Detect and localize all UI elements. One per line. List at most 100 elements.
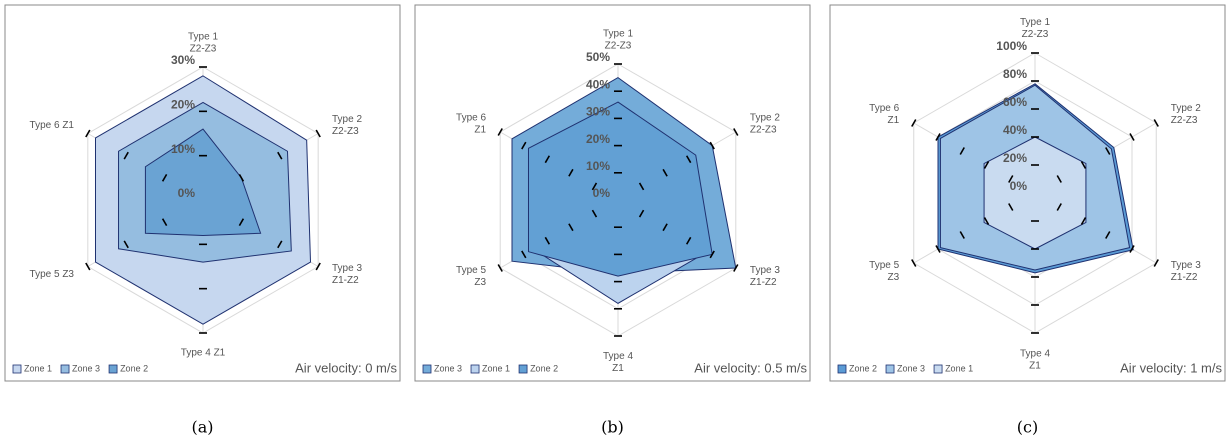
tick-label: 10%	[171, 142, 195, 156]
category-label: Z1-Z2	[332, 275, 359, 286]
category-label: Type 3	[332, 263, 362, 274]
tick-mark	[733, 128, 739, 136]
tick-mark	[911, 119, 917, 127]
category-label: Z2-Z3	[190, 44, 217, 55]
tick-mark	[161, 173, 168, 182]
series-area	[527, 101, 713, 277]
tick-mark	[1105, 147, 1111, 155]
tick-label: 50%	[586, 50, 610, 64]
legend-label: Zone 3	[72, 363, 100, 373]
category-label: Z2-Z3	[1171, 115, 1198, 126]
category-label: Type 2	[1171, 103, 1201, 114]
tick-label: 30%	[171, 53, 195, 67]
tick-mark	[1153, 259, 1159, 267]
category-label: Z3	[474, 277, 486, 288]
category-label: Type 6	[869, 103, 899, 114]
tick-label: 60%	[1003, 95, 1027, 109]
category-label: Type 4 Z1	[181, 348, 226, 359]
tick-label: 100%	[996, 39, 1027, 53]
legend-swatch	[60, 364, 70, 374]
legend-swatch	[470, 364, 480, 374]
category-label: Type 6	[456, 112, 486, 123]
tick-mark	[277, 151, 283, 160]
tick-mark	[591, 209, 598, 218]
tick-mark	[1056, 203, 1062, 211]
tick-label: 40%	[1003, 123, 1027, 137]
annotation: Air velocity: 1 m/s	[1120, 360, 1222, 375]
tick-mark	[1153, 119, 1159, 127]
tick-label: 0%	[593, 186, 611, 200]
category-label: Type 1	[603, 28, 633, 39]
tick-mark	[709, 250, 715, 259]
tick-mark	[1129, 245, 1135, 253]
tick-label: 0%	[178, 186, 196, 200]
caption: (b)	[601, 418, 624, 437]
category-label: Type 4	[1020, 348, 1050, 359]
tick-mark	[1080, 217, 1087, 225]
tick-mark	[568, 168, 574, 177]
tick-label: 30%	[586, 105, 610, 119]
tick-mark	[544, 155, 551, 164]
tick-mark	[123, 240, 129, 249]
legend-swatch	[422, 364, 432, 374]
tick-mark	[497, 264, 503, 272]
tick-mark	[85, 262, 91, 271]
tick-mark	[685, 155, 692, 164]
category-label: Z1	[1029, 360, 1041, 371]
tick-mark	[709, 141, 715, 150]
tick-mark	[497, 128, 503, 136]
category-label: Z1	[474, 124, 486, 135]
tick-mark	[521, 141, 527, 150]
category-label: Z1-Z2	[1171, 272, 1198, 283]
category-label: Z3	[888, 272, 900, 283]
legend-label: Zone 1	[24, 363, 52, 373]
tick-label: 0%	[1010, 179, 1028, 193]
tick-mark	[277, 240, 283, 249]
category-label: Type 3	[750, 265, 780, 276]
legend-label: Zone 1	[482, 363, 510, 373]
tick-mark	[983, 217, 990, 225]
category-label: Type 6 Z1	[30, 120, 75, 131]
category-label: Type 2	[332, 114, 362, 125]
tick-label: 20%	[586, 132, 610, 146]
category-label: Type 4	[603, 351, 633, 362]
category-label: Z2-Z3	[605, 40, 632, 51]
tick-mark	[662, 223, 668, 232]
legend-swatch	[12, 364, 22, 374]
tick-mark	[568, 223, 574, 232]
tick-mark	[935, 245, 941, 253]
category-label: Type 5 Z3	[30, 269, 75, 280]
tick-mark	[161, 218, 168, 227]
category-label: Z1	[612, 363, 624, 374]
annotation: Air velocity: 0.5 m/s	[694, 360, 807, 375]
category-label: Type 1	[1020, 17, 1050, 28]
caption: (c)	[1017, 418, 1038, 437]
annotation: Air velocity: 0 m/s	[295, 360, 397, 375]
category-label: Z2-Z3	[750, 124, 777, 135]
tick-mark	[315, 129, 321, 138]
tick-mark	[315, 262, 321, 271]
category-label: Z1	[888, 115, 900, 126]
tick-mark	[1080, 161, 1087, 169]
legend-swatch	[518, 364, 528, 374]
legend-swatch	[885, 364, 895, 374]
tick-mark	[662, 168, 668, 177]
category-label: Type 1	[188, 32, 218, 43]
tick-mark	[959, 147, 965, 155]
tick-mark	[521, 250, 527, 259]
tick-label: 40%	[586, 77, 610, 91]
tick-mark	[1008, 175, 1014, 183]
legend-label: Zone 2	[849, 363, 877, 373]
tick-mark	[238, 173, 245, 182]
category-label: Z2-Z3	[332, 126, 359, 137]
tick-mark	[123, 151, 129, 160]
tick-mark	[983, 161, 990, 169]
caption: (a)	[191, 418, 213, 437]
legend-label: Zone 2	[120, 363, 148, 373]
tick-mark	[959, 231, 965, 239]
tick-mark	[544, 236, 551, 245]
legend-label: Zone 2	[530, 363, 558, 373]
tick-mark	[733, 264, 739, 272]
category-label: Type 5	[869, 260, 899, 271]
